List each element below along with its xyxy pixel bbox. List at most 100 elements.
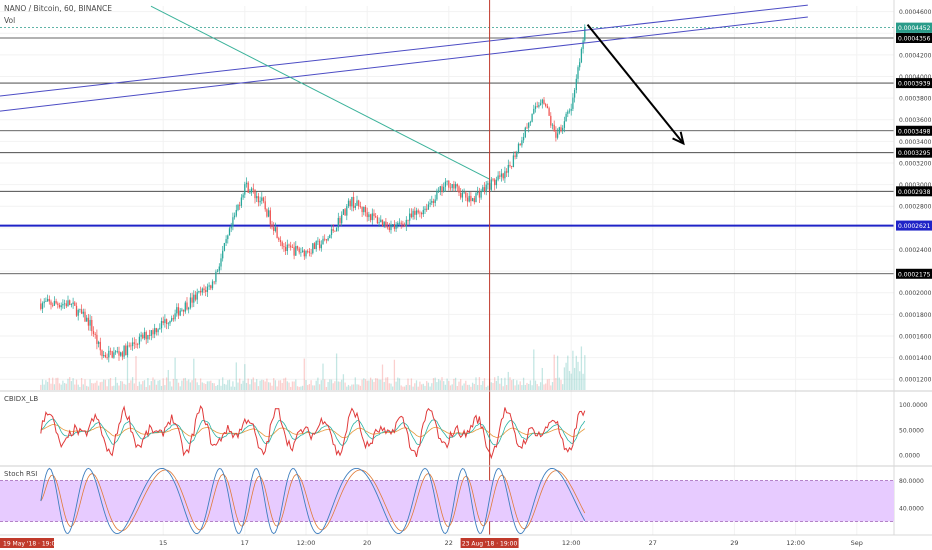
candle-body bbox=[480, 191, 482, 198]
candle-body bbox=[320, 244, 322, 249]
volume-bar bbox=[60, 384, 62, 390]
candle-body bbox=[181, 309, 183, 311]
candle-body bbox=[556, 133, 559, 138]
candle-body bbox=[137, 344, 139, 345]
volume-bar bbox=[80, 377, 83, 390]
volume-bar bbox=[213, 383, 215, 390]
volume-bar bbox=[572, 350, 574, 390]
volume-bar bbox=[92, 383, 95, 390]
volume-bar bbox=[140, 384, 142, 390]
volume-bar bbox=[562, 384, 564, 390]
volume-bar bbox=[41, 379, 44, 390]
candle-body bbox=[301, 250, 304, 252]
candle-body bbox=[216, 270, 219, 272]
volume-bar bbox=[121, 381, 124, 390]
volume-bar bbox=[322, 363, 324, 390]
candle-body bbox=[86, 317, 88, 322]
volume-bar bbox=[169, 381, 171, 390]
price-tick-label: 0.0003600 bbox=[899, 117, 932, 124]
candle-body bbox=[150, 330, 152, 336]
volume-bar bbox=[65, 383, 67, 390]
candle-body bbox=[322, 238, 324, 245]
volume-bar bbox=[580, 346, 583, 390]
candle-body bbox=[199, 291, 202, 293]
volume-bar bbox=[567, 355, 569, 390]
volume-bar bbox=[269, 382, 271, 390]
volume-bar bbox=[533, 349, 535, 390]
volume-bar bbox=[126, 354, 129, 390]
candle-body bbox=[305, 250, 307, 257]
level-price-tag bbox=[896, 147, 932, 158]
volume-bar bbox=[439, 380, 441, 390]
candle-body bbox=[414, 210, 416, 215]
volume-bar bbox=[363, 378, 365, 390]
volume-bar bbox=[199, 378, 202, 390]
candle-body bbox=[118, 351, 120, 356]
candle-body bbox=[269, 210, 271, 225]
candle-body bbox=[483, 187, 486, 192]
volume-bar bbox=[247, 378, 249, 390]
volume-bar bbox=[203, 383, 205, 390]
candle-body bbox=[262, 197, 265, 202]
candle-body bbox=[152, 330, 154, 335]
volume-bar bbox=[482, 381, 484, 390]
candle-body bbox=[582, 40, 584, 49]
volume-bar bbox=[154, 379, 156, 390]
volume-bar bbox=[45, 380, 47, 390]
volume-bar bbox=[386, 377, 389, 390]
volume-bar bbox=[512, 379, 515, 390]
candle-body bbox=[439, 186, 441, 191]
volume-bar bbox=[189, 382, 192, 390]
volume-bar bbox=[103, 379, 105, 390]
volume-bar bbox=[184, 377, 186, 390]
candle-body bbox=[201, 288, 203, 293]
volume-bar bbox=[499, 383, 501, 390]
candle-body bbox=[346, 206, 348, 216]
volume-bar bbox=[152, 377, 154, 390]
volume-bar bbox=[485, 386, 487, 390]
candle-body bbox=[109, 350, 112, 352]
volume-bar bbox=[188, 379, 190, 390]
volume-bar bbox=[437, 379, 440, 390]
candle-body bbox=[529, 121, 532, 123]
volume-bar bbox=[369, 377, 372, 390]
volume-bar bbox=[69, 377, 71, 390]
candle-body bbox=[347, 200, 350, 207]
candle-body bbox=[460, 192, 462, 198]
volume-bar bbox=[392, 386, 394, 390]
candle-body bbox=[485, 184, 487, 192]
candle-body bbox=[283, 246, 285, 248]
volume-bar bbox=[43, 384, 45, 390]
candle-body bbox=[524, 127, 526, 137]
level-price-tag bbox=[896, 33, 932, 43]
volume-bar bbox=[434, 377, 436, 390]
descending-trend-line[interactable] bbox=[150, 5, 490, 180]
volume-bar bbox=[492, 382, 494, 390]
volume-bar bbox=[551, 382, 554, 390]
price-tick-label: 0.0003000 bbox=[899, 182, 932, 189]
forecast-arrow-shaft[interactable] bbox=[586, 23, 685, 145]
volume-bar bbox=[99, 382, 101, 390]
candle-body bbox=[191, 297, 193, 303]
volume-bar bbox=[415, 380, 418, 390]
candle-body bbox=[295, 246, 297, 256]
candle-body bbox=[60, 305, 62, 308]
volume-bar bbox=[222, 377, 224, 390]
volume-bar bbox=[524, 384, 526, 390]
channel-line[interactable] bbox=[0, 16, 808, 112]
candle-body bbox=[264, 201, 266, 210]
volume-bar bbox=[366, 380, 368, 390]
volume-bar bbox=[395, 381, 397, 390]
candle-body bbox=[203, 288, 205, 291]
candle-body bbox=[509, 164, 511, 167]
candle-body bbox=[415, 210, 418, 215]
volume-bar bbox=[337, 381, 339, 390]
volume-bar bbox=[466, 384, 469, 390]
volume-bar bbox=[210, 380, 212, 390]
candle-body bbox=[398, 222, 401, 224]
candle-body bbox=[138, 336, 141, 345]
channel-line[interactable] bbox=[0, 4, 808, 97]
candle-body bbox=[456, 184, 458, 187]
volume-bar bbox=[351, 384, 353, 390]
